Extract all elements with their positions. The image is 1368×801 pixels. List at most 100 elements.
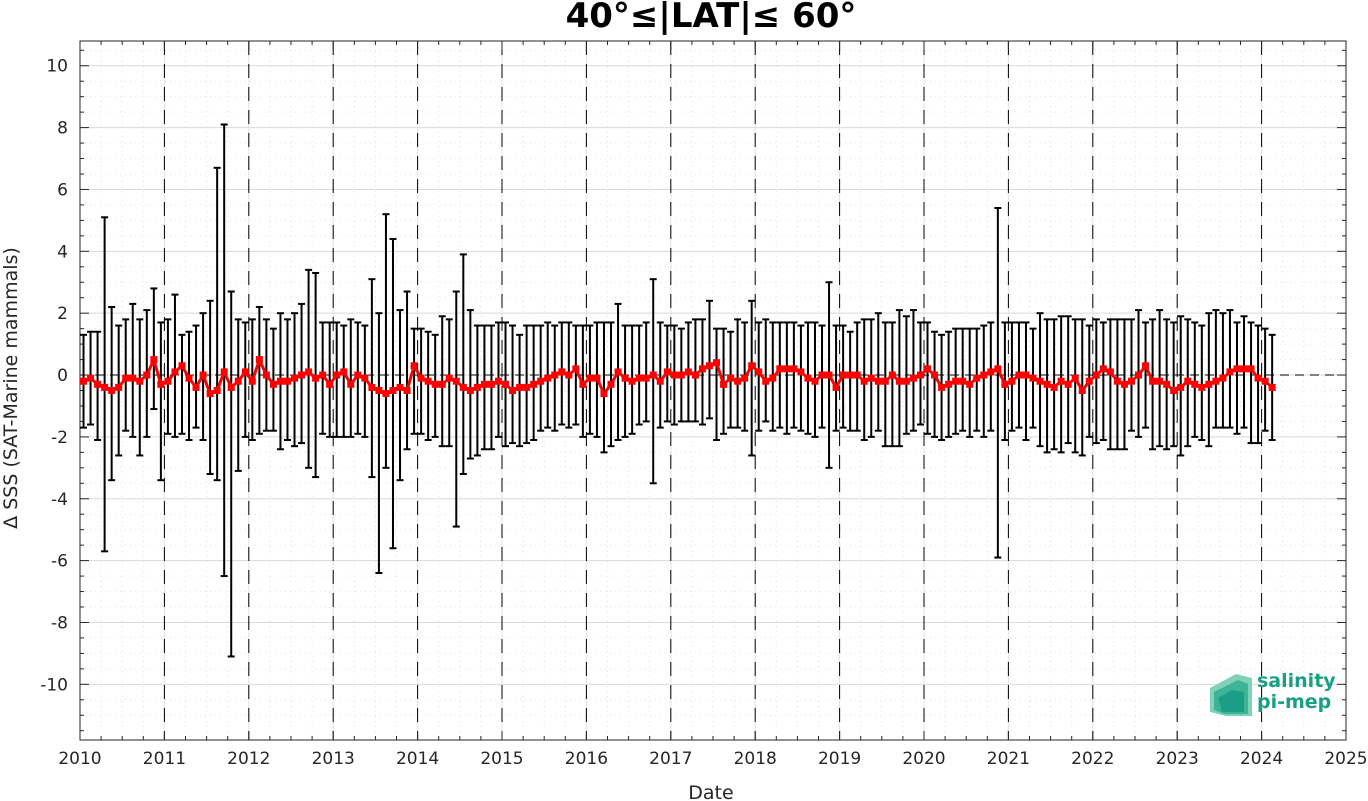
data-point: [220, 368, 228, 376]
data-point: [987, 368, 995, 376]
data-point: [790, 365, 798, 373]
data-point: [269, 380, 277, 388]
chart-title: 40°≤|LAT|≤ 60°: [566, 0, 857, 36]
data-point: [649, 371, 657, 379]
y-axis-ticks: 10 8 6 4 2 0 -2 -4 -6 -8 -10: [40, 49, 1346, 732]
data-point: [874, 377, 882, 385]
x-tick-label: 2012: [227, 749, 270, 769]
data-point: [586, 374, 594, 382]
data-point: [1036, 377, 1044, 385]
y-axis-label: Δ SSS (SAT-Marine mammals): [0, 247, 22, 529]
data-point: [523, 383, 531, 391]
data-point: [902, 377, 910, 385]
data-point: [1142, 362, 1150, 370]
data-point: [171, 368, 179, 376]
data-point: [115, 383, 123, 391]
data-point: [797, 368, 805, 376]
data-point: [291, 374, 299, 382]
data-point: [635, 374, 643, 382]
data-point: [424, 377, 432, 385]
data-point: [375, 387, 383, 394]
data-point: [656, 377, 664, 385]
data-point: [593, 374, 601, 382]
data-point: [1219, 374, 1227, 382]
logo-line1: salinity: [1257, 670, 1336, 692]
data-point: [959, 377, 967, 385]
y-tick-label: 0: [57, 366, 68, 386]
x-tick-label: 2018: [734, 749, 777, 769]
y-tick-label: 10: [46, 57, 68, 77]
data-point: [677, 371, 685, 379]
data-point: [1135, 371, 1143, 379]
data-point: [108, 387, 116, 394]
data-point: [537, 377, 545, 385]
data-point: [881, 377, 889, 385]
data-point: [938, 383, 946, 391]
data-point: [185, 374, 193, 382]
data-point: [931, 371, 939, 379]
x-tick-label: 2013: [312, 749, 355, 769]
data-point: [319, 371, 327, 379]
data-point: [994, 365, 1002, 373]
data-point: [1212, 377, 1220, 385]
data-point: [720, 380, 728, 388]
data-point: [670, 371, 678, 379]
data-point: [832, 383, 840, 391]
data-point: [1205, 380, 1213, 388]
data-point: [909, 374, 917, 382]
data-point: [924, 365, 932, 373]
data-point: [305, 368, 313, 376]
data-point: [206, 390, 214, 398]
x-tick-label: 2019: [818, 749, 861, 769]
data-point: [945, 380, 953, 388]
data-point: [888, 371, 896, 379]
data-point: [839, 371, 847, 379]
x-tick-label: 2025: [1324, 749, 1367, 769]
data-point: [621, 374, 629, 382]
data-point: [368, 383, 376, 391]
data-point: [762, 377, 770, 385]
data-point: [1268, 383, 1276, 391]
data-point: [783, 365, 791, 373]
data-point: [234, 377, 242, 385]
data-point: [804, 374, 812, 382]
data-point: [326, 380, 334, 388]
data-point: [853, 371, 861, 379]
data-point: [445, 374, 453, 382]
year-separators: [163, 41, 1263, 740]
data-point: [1078, 387, 1086, 394]
y-tick-label: -10: [40, 675, 68, 695]
x-tick-label: 2015: [480, 749, 523, 769]
data-point: [684, 368, 692, 376]
y-tick-label: 4: [57, 242, 68, 262]
data-point: [544, 374, 552, 382]
data-point: [565, 371, 573, 379]
data-point: [1099, 365, 1107, 373]
data-point: [579, 380, 587, 388]
data-point: [101, 383, 109, 391]
data-point: [129, 374, 137, 382]
data-point: [1149, 377, 1157, 385]
data-point: [1156, 377, 1164, 385]
data-point: [867, 374, 875, 382]
data-point: [607, 380, 615, 388]
x-tick-label: 2011: [143, 749, 186, 769]
data-point: [1001, 380, 1009, 388]
data-point: [312, 374, 320, 382]
data-point: [80, 377, 88, 385]
x-grid: [79, 41, 1347, 740]
x-tick-label: 2022: [1071, 749, 1114, 769]
data-point: [333, 371, 341, 379]
y-tick-label: -2: [51, 428, 68, 448]
data-point: [122, 374, 130, 382]
logo-line2: pi-mep: [1257, 691, 1331, 713]
data-point: [255, 356, 263, 364]
data-point: [691, 371, 699, 379]
data-point: [1022, 371, 1030, 379]
data-point: [192, 383, 200, 391]
y-tick-label: -4: [51, 490, 68, 510]
data-point: [614, 368, 622, 376]
data-point: [846, 371, 854, 379]
data-point: [776, 365, 784, 373]
data-point: [87, 374, 95, 382]
